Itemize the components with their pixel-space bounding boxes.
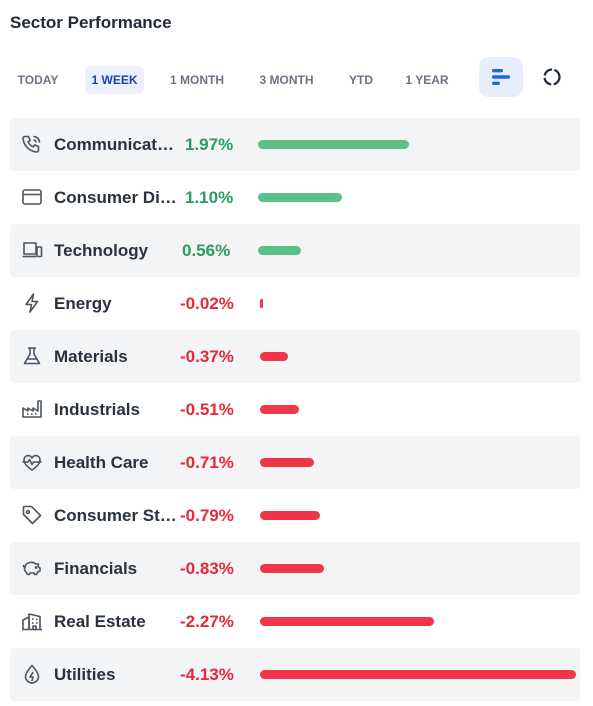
tab-1-year[interactable]: 1 YEAR xyxy=(405,73,449,87)
sector-name: Industrials xyxy=(54,400,140,419)
sector-change-value: -0.02% xyxy=(180,294,234,313)
sector-change-value: -2.27% xyxy=(180,612,234,631)
sector-change-bar xyxy=(260,564,324,573)
sector-row[interactable]: Real Estate -2.27% xyxy=(10,595,580,648)
sector-name: Health Care xyxy=(54,453,149,472)
tab-1-week[interactable]: 1 WEEK xyxy=(85,66,144,94)
sector-row[interactable]: Consumer St… -0.79% xyxy=(10,489,580,542)
tab-1-month[interactable]: 1 MONTH xyxy=(170,73,224,87)
sector-name: Consumer Di… xyxy=(54,188,177,207)
sector-list: Communicat… 1.97% Consumer Di… 1.10% xyxy=(10,118,580,701)
piggy-bank-icon xyxy=(21,557,43,579)
sector-row[interactable]: Utilities -4.13% xyxy=(10,648,580,701)
sector-change-bar xyxy=(260,352,288,361)
sector-change-bar xyxy=(260,458,314,467)
bar-view-button[interactable] xyxy=(479,57,523,97)
sector-name: Financials xyxy=(54,559,138,578)
sector-change-value: -4.13% xyxy=(180,665,234,684)
drop-icon xyxy=(21,663,43,685)
sector-change-value: -0.83% xyxy=(180,559,234,578)
sector-change-bar xyxy=(260,670,576,679)
credit-card-icon xyxy=(21,186,43,208)
sector-change-value: -0.71% xyxy=(180,453,234,472)
sector-change-value: 0.56% xyxy=(182,241,231,260)
sector-change-value: -0.51% xyxy=(180,400,234,419)
lightning-icon xyxy=(21,292,43,314)
sector-row[interactable]: Energy -0.02% xyxy=(10,277,580,330)
sector-change-bar xyxy=(260,299,263,308)
heartbeat-icon xyxy=(21,451,43,473)
building-icon xyxy=(21,610,43,632)
sector-name: Energy xyxy=(54,294,112,313)
sector-name: Consumer St… xyxy=(54,506,177,525)
tab-today[interactable]: TODAY xyxy=(17,73,59,87)
sector-change-bar xyxy=(258,193,342,202)
factory-icon xyxy=(21,398,43,420)
sector-name: Utilities xyxy=(54,665,116,684)
sector-change-bar xyxy=(258,246,301,255)
sector-change-value: 1.97% xyxy=(185,135,234,154)
sector-row[interactable]: Communicat… 1.97% xyxy=(10,118,580,171)
sector-change-bar xyxy=(260,617,434,626)
sector-change-value: -0.37% xyxy=(180,347,234,366)
sector-change-value: -0.79% xyxy=(180,506,234,525)
laptop-icon xyxy=(21,239,43,261)
sector-row[interactable]: Technology 0.56% xyxy=(10,224,580,277)
flask-icon xyxy=(21,345,43,367)
sector-name: Materials xyxy=(54,347,128,366)
phone-icon xyxy=(21,133,43,155)
tab-3-month[interactable]: 3 MONTH xyxy=(259,73,314,87)
sector-change-value: 1.10% xyxy=(185,188,234,207)
tab-ytd[interactable]: YTD xyxy=(349,73,373,87)
donut-view-button[interactable] xyxy=(530,57,574,97)
sector-row[interactable]: Materials -0.37% xyxy=(10,330,580,383)
donut-chart-icon xyxy=(541,66,563,88)
sector-change-bar xyxy=(260,405,299,414)
sector-name: Technology xyxy=(54,241,149,260)
sector-name: Communicat… xyxy=(54,135,174,154)
sector-row[interactable]: Consumer Di… 1.10% xyxy=(10,171,580,224)
tag-icon xyxy=(21,504,43,526)
widget-title: Sector Performance xyxy=(10,13,172,32)
sector-name: Real Estate xyxy=(54,612,146,631)
sector-row[interactable]: Health Care -0.71% xyxy=(10,436,580,489)
sector-change-bar xyxy=(260,511,320,520)
sector-row[interactable]: Industrials -0.51% xyxy=(10,383,580,436)
sector-row[interactable]: Financials -0.83% xyxy=(10,542,580,595)
bar-chart-icon xyxy=(491,67,511,87)
sector-change-bar xyxy=(258,140,409,149)
